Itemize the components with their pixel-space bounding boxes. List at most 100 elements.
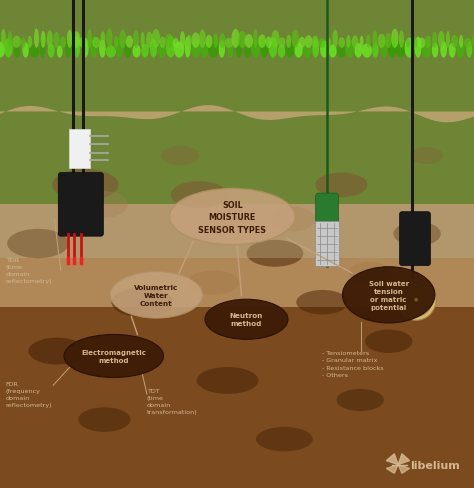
FancyBboxPatch shape [0,0,474,307]
Ellipse shape [405,39,414,59]
Text: - Tensiometers
- Granular matrix
- Resistance blocks
- Others: - Tensiometers - Granular matrix - Resis… [322,350,384,377]
Ellipse shape [199,30,206,49]
Ellipse shape [456,43,465,59]
Ellipse shape [80,38,86,49]
Text: Neutron
method: Neutron method [230,313,263,326]
Ellipse shape [320,41,328,59]
Ellipse shape [92,38,100,49]
Ellipse shape [34,29,39,49]
Ellipse shape [205,300,288,340]
Ellipse shape [52,170,118,201]
Ellipse shape [1,30,6,49]
Ellipse shape [346,36,351,49]
Ellipse shape [231,30,240,49]
Ellipse shape [150,40,157,59]
Ellipse shape [326,39,331,49]
Ellipse shape [355,44,362,59]
Ellipse shape [337,46,346,59]
Text: TDR
(time
domain
reflectometry): TDR (time domain reflectometry) [6,258,52,284]
Ellipse shape [73,32,80,49]
Ellipse shape [464,39,472,49]
Ellipse shape [365,330,412,353]
Ellipse shape [99,41,106,59]
Ellipse shape [312,40,319,59]
Ellipse shape [238,32,246,49]
Ellipse shape [399,31,404,49]
Polygon shape [398,454,410,465]
Ellipse shape [90,37,98,59]
Ellipse shape [412,38,418,49]
Ellipse shape [29,46,39,59]
Ellipse shape [180,32,185,49]
Ellipse shape [141,33,145,49]
Ellipse shape [446,32,450,49]
Ellipse shape [41,32,46,49]
Ellipse shape [67,31,73,49]
Ellipse shape [438,32,445,49]
Text: Volumetric
Water
Content: Volumetric Water Content [134,285,179,306]
FancyBboxPatch shape [0,0,474,259]
Ellipse shape [352,36,358,49]
Ellipse shape [258,35,266,49]
Text: Soil water
tension
or matric
potential: Soil water tension or matric potential [369,280,409,310]
Ellipse shape [346,41,354,59]
Ellipse shape [173,39,179,49]
Ellipse shape [459,36,463,49]
Ellipse shape [373,31,377,49]
Ellipse shape [64,335,164,378]
Ellipse shape [473,35,474,49]
Ellipse shape [372,43,379,59]
Ellipse shape [396,42,406,59]
Ellipse shape [362,44,372,59]
Ellipse shape [348,263,391,284]
Ellipse shape [338,38,345,49]
Ellipse shape [114,37,118,49]
Ellipse shape [294,44,303,59]
Ellipse shape [236,39,242,59]
Bar [315,222,339,266]
Ellipse shape [256,427,313,451]
Ellipse shape [201,42,208,59]
Ellipse shape [406,38,410,49]
Ellipse shape [187,36,191,49]
Polygon shape [398,465,410,473]
Ellipse shape [65,41,72,59]
Ellipse shape [393,222,441,246]
Ellipse shape [213,34,218,49]
Ellipse shape [169,189,295,245]
Ellipse shape [425,37,431,49]
Ellipse shape [47,31,53,49]
Ellipse shape [298,38,306,49]
Text: TDT
(time
domain
transformation): TDT (time domain transformation) [147,388,198,414]
FancyBboxPatch shape [400,212,430,266]
Ellipse shape [57,46,63,59]
Ellipse shape [158,44,166,59]
Ellipse shape [165,35,173,49]
Ellipse shape [451,36,458,49]
Ellipse shape [119,30,126,49]
Ellipse shape [329,45,337,59]
Text: libelium: libelium [410,460,460,469]
Ellipse shape [106,46,116,59]
Ellipse shape [312,37,319,49]
Ellipse shape [14,45,20,59]
Ellipse shape [315,173,367,198]
Ellipse shape [285,43,295,59]
Ellipse shape [161,146,199,166]
Ellipse shape [146,33,153,49]
Ellipse shape [251,39,261,59]
Ellipse shape [116,39,123,59]
Ellipse shape [422,42,431,59]
Bar [69,129,90,168]
Ellipse shape [197,367,258,394]
Text: Electromagnetic
method: Electromagnetic method [82,349,146,363]
Ellipse shape [7,229,69,259]
Text: SOIL
MOISTURE
SENSOR TYPES: SOIL MOISTURE SENSOR TYPES [198,200,266,234]
Ellipse shape [305,36,312,49]
Ellipse shape [40,37,46,59]
Ellipse shape [391,30,399,49]
Ellipse shape [219,41,225,59]
Ellipse shape [292,30,299,49]
Ellipse shape [185,38,191,59]
FancyBboxPatch shape [58,173,103,237]
